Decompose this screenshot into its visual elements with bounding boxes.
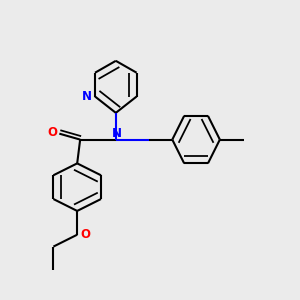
Text: N: N	[82, 90, 92, 103]
Text: O: O	[80, 228, 91, 241]
Text: N: N	[112, 127, 122, 140]
Text: O: O	[47, 126, 57, 139]
